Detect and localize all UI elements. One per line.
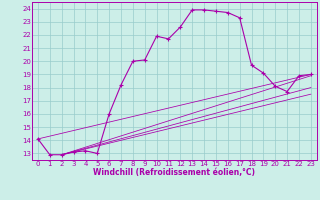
X-axis label: Windchill (Refroidissement éolien,°C): Windchill (Refroidissement éolien,°C) <box>93 168 255 177</box>
